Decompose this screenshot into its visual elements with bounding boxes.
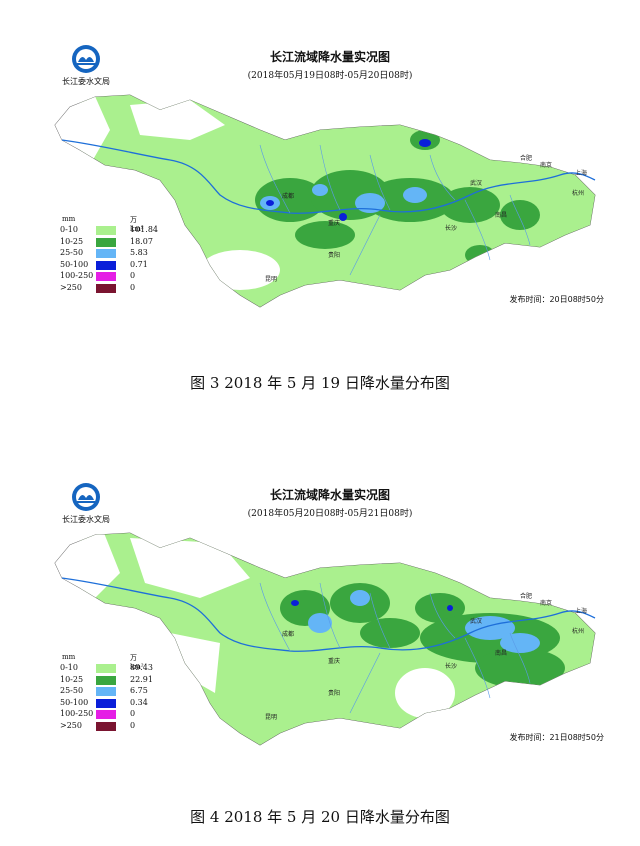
legend-area: 0 bbox=[130, 282, 136, 292]
legend-unit-area: 万km² bbox=[130, 216, 144, 233]
legend-range: 10-25 bbox=[60, 674, 84, 684]
legend-area: 6.75 bbox=[130, 686, 148, 695]
figure-caption: 图 4 2018 年 5 月 20 日降水量分布图 bbox=[190, 808, 450, 826]
legend-range: 10-25 bbox=[60, 236, 84, 246]
legend-area: 5.83 bbox=[130, 248, 148, 257]
city-label: 杭州 bbox=[572, 189, 584, 197]
legend-range: 50-100 bbox=[60, 697, 89, 707]
legend-area: 22.91 bbox=[130, 674, 153, 684]
city-label: 武汉 bbox=[470, 179, 482, 187]
map-time-range: (2018年05月20日08时-05月21日08时) bbox=[247, 509, 413, 519]
legend-unit-mm: mm bbox=[62, 653, 76, 661]
water-bureau-logo-icon bbox=[72, 45, 100, 73]
legend-range: 100-250 bbox=[60, 709, 94, 718]
publish-time: 发布时间：20日08时50分 bbox=[509, 295, 604, 304]
legend-range: 0-10 bbox=[60, 225, 78, 234]
city-label: 南京 bbox=[540, 599, 552, 607]
city-label: 成都 bbox=[282, 630, 294, 638]
city-label: 武汉 bbox=[470, 617, 482, 625]
legend-range: 25-50 bbox=[60, 686, 84, 695]
legend-swatch bbox=[96, 226, 116, 235]
org-logo: 长江委水文局 bbox=[60, 482, 112, 525]
legend-swatch bbox=[96, 675, 116, 685]
city-label: 贵阳 bbox=[328, 251, 340, 259]
city-label: 成都 bbox=[282, 192, 294, 200]
map-time-range: (2018年05月19日08时-05月20日08时) bbox=[247, 71, 413, 81]
basin-map: 成都 重庆 贵阳 昆明 武汉 长沙 南昌 合肥 南京 上海 杭州 bbox=[54, 532, 596, 746]
basin-map: 成都 重庆 贵阳 昆明 武汉 长沙 南昌 合肥 南京 上海 杭州 bbox=[54, 94, 596, 308]
legend-unit-area: 万km² bbox=[130, 654, 144, 671]
legend-swatch bbox=[96, 664, 116, 673]
precipitation-map-panel-2: 长江委水文局 长江流域降水量实况图 (2018年05月20日08时-05月21日… bbox=[50, 478, 610, 753]
city-label: 合肥 bbox=[520, 592, 532, 600]
basin-shape: 成都 重庆 贵阳 昆明 武汉 长沙 南昌 合肥 南京 上海 杭州 bbox=[54, 94, 596, 308]
city-label: 长沙 bbox=[445, 662, 457, 670]
org-name: 长江委水文局 bbox=[62, 515, 110, 524]
legend-range: 100-250 bbox=[60, 271, 94, 280]
legend-area: 89.43 bbox=[130, 663, 153, 672]
legend-swatch bbox=[96, 698, 116, 708]
legend-unit-mm: mm bbox=[62, 215, 76, 223]
legend-range: 0-10 bbox=[60, 663, 78, 672]
legend-swatch bbox=[96, 272, 116, 281]
city-label: 上海 bbox=[575, 607, 587, 615]
legend-swatch bbox=[96, 283, 116, 293]
precipitation-map-panel-1: 长江委水文局 长江流域降水量实况图 (2018年05月19日08时-05月20日… bbox=[50, 40, 610, 315]
legend-area: 0.34 bbox=[130, 697, 148, 707]
city-label: 昆明 bbox=[265, 714, 277, 721]
publish-time: 发布时间：21日08时50分 bbox=[509, 733, 604, 742]
org-logo: 长江委水文局 bbox=[60, 44, 112, 87]
city-label: 长沙 bbox=[445, 224, 457, 232]
basin-shape: 成都 重庆 贵阳 昆明 武汉 长沙 南昌 合肥 南京 上海 杭州 bbox=[54, 532, 596, 746]
map-title: 长江流域降水量实况图 bbox=[269, 488, 390, 502]
legend-swatch bbox=[96, 249, 116, 258]
legend-area: 0 bbox=[130, 709, 136, 718]
water-bureau-logo-icon bbox=[72, 483, 100, 511]
legend-range: 50-100 bbox=[60, 259, 89, 269]
city-label: 上海 bbox=[575, 169, 587, 177]
legend-range: 25-50 bbox=[60, 248, 84, 257]
legend-range: >250 bbox=[60, 720, 82, 730]
city-label: 贵阳 bbox=[328, 689, 340, 697]
org-name: 长江委水文局 bbox=[62, 77, 110, 86]
legend-area: 0 bbox=[130, 720, 136, 730]
legend-area: 0 bbox=[130, 271, 136, 280]
city-label: 重庆 bbox=[328, 657, 340, 665]
map-title: 长江流域降水量实况图 bbox=[269, 50, 390, 64]
city-label: 合肥 bbox=[520, 154, 532, 162]
city-label: 重庆 bbox=[328, 219, 340, 227]
legend-swatch bbox=[96, 237, 116, 247]
city-label: 南京 bbox=[540, 161, 552, 169]
figure-caption: 图 3 2018 年 5 月 19 日降水量分布图 bbox=[190, 374, 450, 392]
legend-range: >250 bbox=[60, 282, 82, 292]
legend-area: 0.71 bbox=[130, 259, 148, 269]
legend-area: 101.84 bbox=[130, 225, 158, 234]
legend-swatch bbox=[96, 721, 116, 731]
city-label: 南昌 bbox=[495, 211, 507, 219]
city-label: 昆明 bbox=[265, 276, 277, 283]
legend-swatch bbox=[96, 687, 116, 696]
legend-swatch bbox=[96, 260, 116, 270]
legend-area: 18.07 bbox=[130, 236, 153, 246]
legend-swatch bbox=[96, 710, 116, 719]
city-label: 杭州 bbox=[572, 627, 584, 635]
city-label: 南昌 bbox=[495, 649, 507, 657]
